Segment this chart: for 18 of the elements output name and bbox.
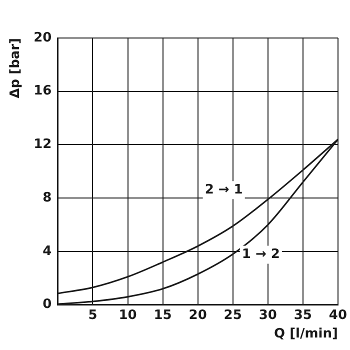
x-tick-label: 15 [154,308,172,323]
y-tick-label: 20 [34,30,52,46]
x-tick-label: 30 [258,308,277,323]
x-tick-label: 40 [328,308,347,323]
x-tick-label: 10 [118,308,137,323]
y-tick-label: 4 [42,244,52,259]
x-axis-title: Q [l/min] [274,326,338,342]
x-tick-label: 20 [188,308,207,323]
y-tick-label: 12 [34,137,52,152]
series-label: 1 → 2 [242,247,280,262]
x-tick-label: 25 [224,308,242,323]
x-tick-label: 35 [294,308,312,323]
y-axis-title: Δp [bar] [8,38,24,98]
x-tick-label: 5 [88,308,98,323]
series-label: 2 → 1 [204,182,243,198]
y-tick-label: 8 [42,190,52,206]
y-tick-label: 16 [34,84,52,99]
y-tick-label: 0 [42,297,52,312]
